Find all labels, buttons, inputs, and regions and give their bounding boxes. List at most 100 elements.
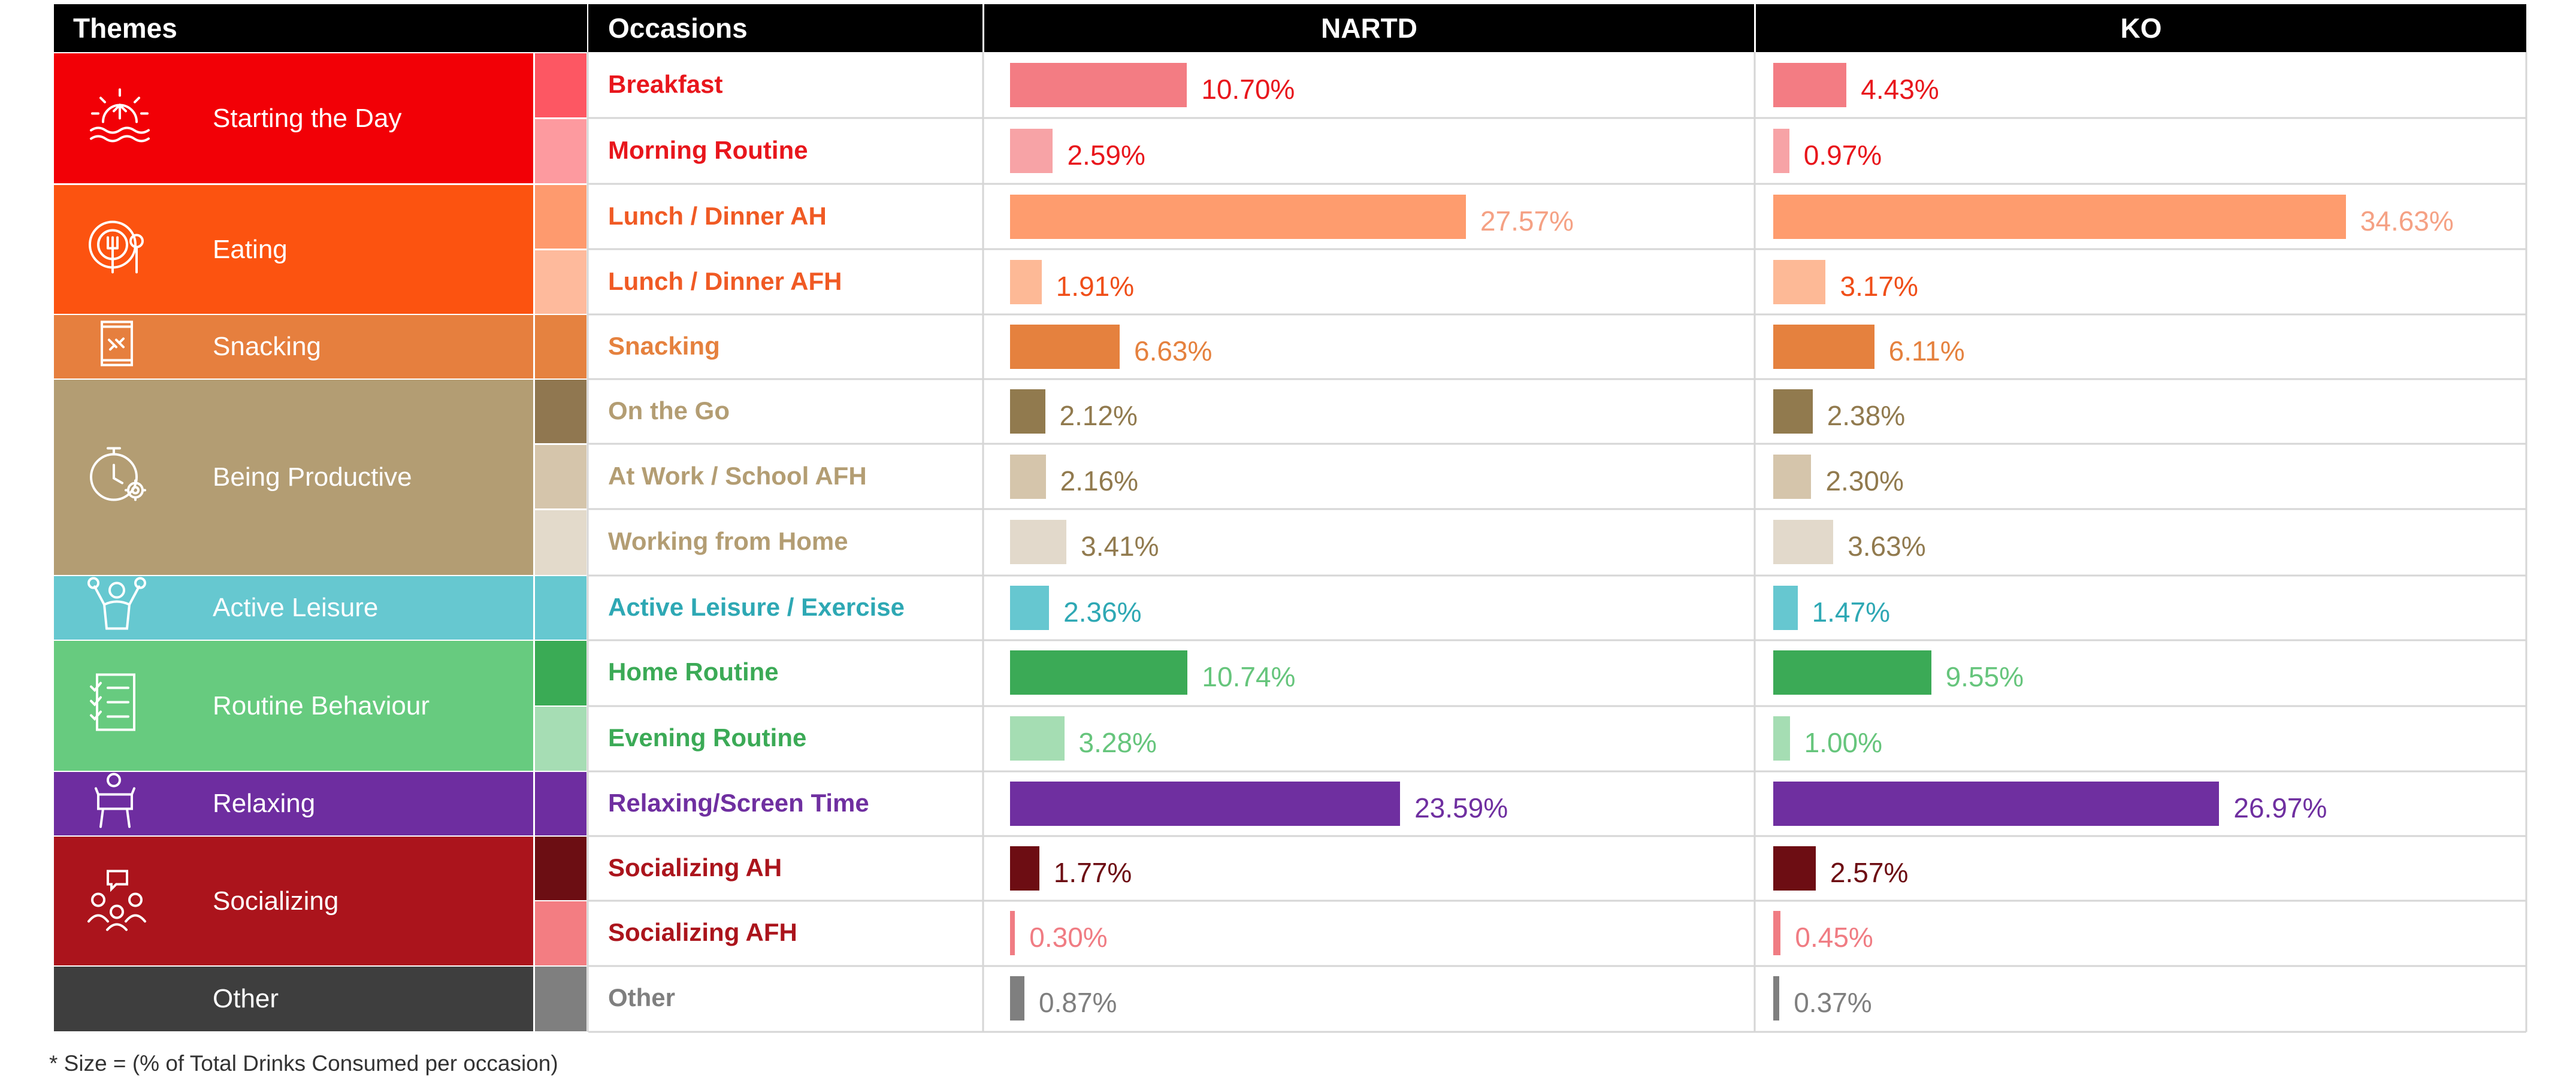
- theme-being-productive: Being Productive: [54, 380, 533, 575]
- data-label-nartd: 23.59%: [1414, 792, 1508, 823]
- footnote: * Size = (% of Total Drinks Consumed per…: [49, 1051, 558, 1076]
- data-label-nartd: 10.74%: [1202, 661, 1296, 692]
- color-swatch: [535, 967, 586, 1031]
- bar-ko: [1773, 389, 1813, 434]
- data-label-ko: 2.38%: [1827, 400, 1906, 431]
- occasion-label: Other: [608, 983, 676, 1012]
- stopwatch-gear-icon: [84, 441, 156, 514]
- color-swatch: [535, 250, 586, 314]
- bar-ko: [1773, 586, 1798, 630]
- color-swatch: [535, 185, 586, 249]
- ko-header: KO: [1756, 4, 2526, 52]
- data-label-ko: 0.45%: [1795, 922, 1873, 953]
- data-label-nartd: 27.57%: [1480, 205, 1574, 237]
- occasion-label: Lunch / Dinner AFH: [608, 267, 842, 295]
- theme-label: Starting the Day: [213, 103, 402, 133]
- data-label-ko: 26.97%: [2233, 792, 2327, 823]
- data-label-nartd: 1.91%: [1056, 271, 1135, 302]
- color-swatch: [535, 901, 586, 965]
- data-label-nartd: 3.28%: [1078, 727, 1157, 758]
- theme-starting-the-day: Starting the Day: [54, 53, 533, 183]
- data-label-nartd: 6.63%: [1133, 335, 1213, 367]
- bar-ko: [1773, 455, 1812, 499]
- theme-relaxing: Relaxing: [54, 772, 533, 835]
- bar-nartd: [1010, 911, 1015, 955]
- checklist-icon: [84, 670, 144, 742]
- data-label-ko: 34.63%: [2360, 205, 2454, 237]
- occasion-label: Evening Routine: [608, 723, 807, 752]
- bar-ko: [1773, 63, 1847, 107]
- bar-nartd: [1010, 389, 1045, 434]
- color-swatch: [535, 380, 586, 443]
- sunrise-icon: [84, 82, 156, 155]
- data-label-nartd: 2.16%: [1060, 465, 1139, 496]
- data-label-ko: 0.97%: [1803, 140, 1882, 171]
- theme-routine-behaviour: Routine Behaviour: [54, 641, 533, 771]
- occasion-label: At Work / School AFH: [608, 462, 867, 490]
- bar-nartd: [1010, 325, 1120, 369]
- data-label-ko: 2.30%: [1825, 465, 1904, 496]
- bar-nartd: [1010, 716, 1065, 761]
- occasion-label: Morning Routine: [608, 136, 808, 164]
- bar-ko: [1773, 976, 1780, 1021]
- theme-eating: Eating: [54, 185, 533, 314]
- bar-nartd: [1010, 63, 1187, 107]
- nartd-header: NARTD: [984, 4, 1754, 52]
- occasion-label: Lunch / Dinner AH: [608, 202, 827, 230]
- color-swatch: [535, 837, 586, 900]
- theme-label: Routine Behaviour: [213, 691, 430, 720]
- occasion-label: Working from Home: [608, 527, 848, 555]
- bar-nartd: [1010, 586, 1050, 630]
- occasions-header: Occasions: [588, 4, 982, 52]
- color-swatch: [535, 707, 586, 771]
- data-label-nartd: 0.87%: [1039, 987, 1117, 1018]
- occasion-label: Socializing AFH: [608, 918, 797, 946]
- color-swatch: [535, 53, 586, 117]
- occasion-label: On the Go: [608, 396, 730, 425]
- bar-nartd: [1010, 129, 1053, 173]
- occasion-label: Breakfast: [608, 70, 723, 98]
- theme-snacking: Snacking: [54, 315, 533, 378]
- bar-ko: [1773, 520, 1834, 564]
- color-swatch: [535, 119, 586, 183]
- bar-nartd: [1010, 455, 1046, 499]
- color-swatch: [535, 576, 586, 640]
- occasion-label: Snacking: [608, 332, 720, 360]
- occasion-label: Home Routine: [608, 658, 779, 686]
- theme-label: Eating: [213, 234, 288, 264]
- color-swatch: [535, 315, 586, 378]
- color-swatch: [535, 641, 586, 705]
- data-label-nartd: 3.41%: [1081, 531, 1159, 562]
- color-swatch: [535, 510, 586, 575]
- bar-ko: [1773, 260, 1826, 304]
- occasion-label: Relaxing/Screen Time: [608, 789, 869, 817]
- data-label-ko: 4.43%: [1861, 74, 1939, 105]
- occasion-label: Socializing AH: [608, 853, 782, 882]
- bar-nartd: [1010, 650, 1188, 695]
- bar-nartd: [1010, 520, 1067, 564]
- theme-label: Snacking: [213, 332, 322, 361]
- data-label-ko: 2.57%: [1830, 857, 1909, 888]
- snack-bag-icon: [84, 319, 150, 376]
- data-label-nartd: 2.59%: [1067, 140, 1145, 171]
- bar-ko: [1773, 716, 1790, 761]
- bar-nartd: [1010, 260, 1042, 304]
- plate-fork-icon: [84, 213, 150, 286]
- color-swatch: [535, 772, 586, 835]
- data-label-nartd: 0.30%: [1029, 922, 1108, 953]
- bar-ko: [1773, 195, 2346, 239]
- bar-nartd: [1010, 846, 1039, 891]
- occasion-label: Active Leisure / Exercise: [608, 593, 905, 621]
- theme-socializing: Socializing: [54, 837, 533, 965]
- color-swatch: [535, 445, 586, 508]
- bar-ko: [1773, 325, 1874, 369]
- data-label-ko: 1.00%: [1804, 727, 1883, 758]
- bar-nartd: [1010, 976, 1024, 1021]
- people-chat-icon: [84, 865, 150, 937]
- theme-label: Socializing: [213, 886, 339, 916]
- theme-other: Other: [54, 967, 533, 1031]
- bar-ko: [1773, 782, 2220, 826]
- data-label-nartd: 2.36%: [1063, 596, 1142, 628]
- data-label-ko: 0.37%: [1794, 987, 1872, 1018]
- bar-ko: [1773, 129, 1789, 173]
